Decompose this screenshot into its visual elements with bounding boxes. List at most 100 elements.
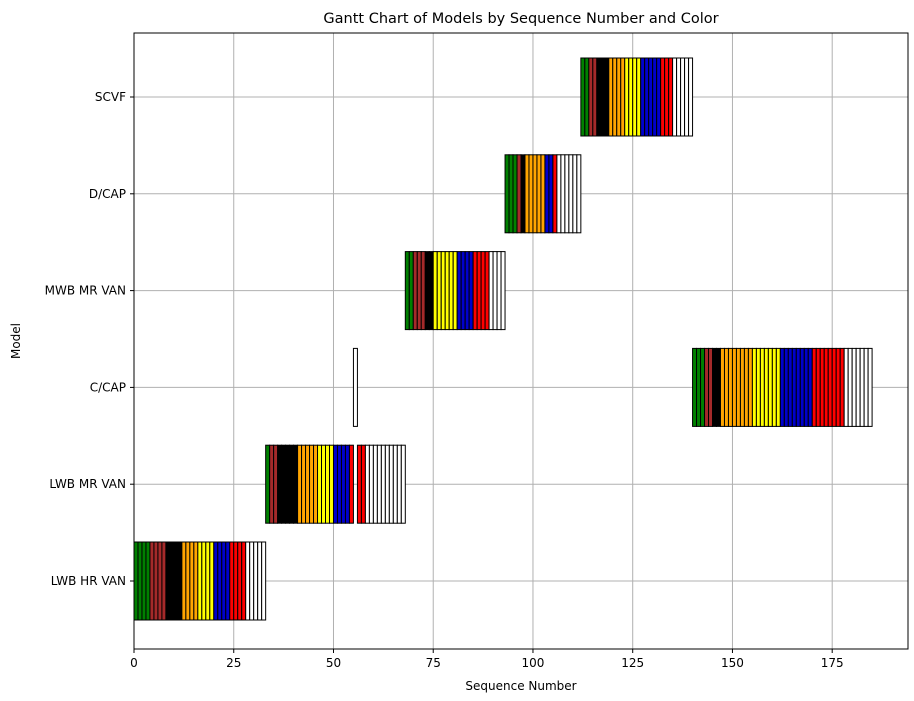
bar-segment bbox=[424, 251, 430, 331]
bar-segment bbox=[827, 347, 833, 427]
bar-segment bbox=[839, 347, 845, 427]
bar-segment bbox=[241, 541, 247, 621]
bar-segment bbox=[173, 541, 179, 621]
bar-segment bbox=[153, 541, 159, 621]
bar-segment bbox=[704, 347, 710, 427]
y-tick-label: LWB HR VAN bbox=[51, 574, 126, 588]
x-tick-label: 0 bbox=[130, 656, 138, 670]
bar-segment bbox=[364, 444, 370, 524]
bar-segment bbox=[372, 444, 378, 524]
bar-segment bbox=[512, 154, 518, 234]
bar-segment bbox=[285, 444, 291, 524]
bar-segment bbox=[177, 541, 183, 621]
y-tick-label: D/CAP bbox=[89, 187, 126, 201]
bar-segment bbox=[336, 444, 342, 524]
bar-segment bbox=[317, 444, 323, 524]
bar-segment bbox=[428, 251, 434, 331]
x-tick-label: 50 bbox=[326, 656, 341, 670]
bar-segment bbox=[863, 347, 869, 427]
bar-segment bbox=[656, 57, 662, 137]
bar-segment bbox=[213, 541, 219, 621]
bar-segment bbox=[532, 154, 538, 234]
bar-segment bbox=[727, 347, 733, 427]
bar-segment bbox=[289, 444, 295, 524]
x-axis-title: Sequence Number bbox=[465, 679, 576, 693]
bar-segment bbox=[181, 541, 187, 621]
bar-segment bbox=[237, 541, 243, 621]
bar-segment bbox=[201, 541, 207, 621]
bar-segment bbox=[628, 57, 634, 137]
bar-segment bbox=[568, 154, 574, 234]
bar-segment bbox=[596, 57, 602, 137]
bar-segment bbox=[185, 541, 191, 621]
bar-segment bbox=[504, 154, 510, 234]
bar-segment bbox=[867, 347, 873, 427]
bar-segment bbox=[731, 347, 737, 427]
bar-segment bbox=[233, 541, 239, 621]
bar-segment bbox=[831, 347, 837, 427]
bar-group-scvf bbox=[580, 57, 694, 137]
bar-segment bbox=[420, 251, 426, 331]
bar-segment bbox=[452, 251, 458, 331]
bar-group-lwb-mr-van bbox=[265, 444, 406, 524]
bar-segment bbox=[664, 57, 670, 137]
bar-segment bbox=[325, 444, 330, 524]
bar-segment bbox=[795, 347, 801, 427]
bar-segment bbox=[225, 541, 231, 621]
bar-segment bbox=[556, 154, 562, 234]
bar-segment bbox=[488, 251, 494, 331]
bar-segment bbox=[464, 251, 470, 331]
bar-segment bbox=[652, 57, 658, 137]
bar-segment bbox=[261, 541, 267, 621]
bar-segment bbox=[356, 444, 362, 524]
bar-segment bbox=[221, 541, 227, 621]
bar-segment bbox=[640, 57, 646, 137]
bar-segment bbox=[249, 541, 255, 621]
bar-segment bbox=[540, 154, 546, 234]
bar-segment bbox=[440, 251, 446, 331]
bar-segment bbox=[755, 347, 761, 427]
bar-segment bbox=[767, 347, 773, 427]
bar-segment bbox=[360, 444, 366, 524]
bar-segment bbox=[759, 347, 765, 427]
bar-segment bbox=[580, 57, 586, 137]
bar-segment bbox=[344, 444, 350, 524]
bar-segment bbox=[751, 347, 757, 427]
bar-segment bbox=[340, 444, 346, 524]
bar-segment bbox=[684, 57, 690, 137]
bar-segment bbox=[536, 154, 542, 234]
bar-segment bbox=[723, 347, 729, 427]
bar-segment bbox=[636, 57, 642, 137]
plot-frame bbox=[133, 32, 909, 650]
bar-segment bbox=[576, 154, 582, 234]
bar-segment bbox=[396, 444, 402, 524]
bar-segment bbox=[708, 347, 714, 427]
bar-segment bbox=[735, 347, 741, 427]
bar-segment bbox=[368, 444, 374, 524]
bar-segment bbox=[604, 57, 610, 137]
bar-segment bbox=[265, 444, 271, 524]
chart-title: Gantt Chart of Models by Sequence Number… bbox=[323, 11, 718, 27]
bar-segment bbox=[588, 57, 594, 137]
y-tick-label: SCVF bbox=[95, 90, 126, 104]
bar-segment bbox=[668, 57, 674, 137]
bar-segment bbox=[253, 541, 259, 621]
x-axis: 0 25 50 75 100 125 150 175 bbox=[130, 649, 844, 670]
bar-segment bbox=[847, 347, 853, 427]
bar-segment bbox=[811, 347, 817, 427]
bar-segment bbox=[672, 57, 678, 137]
bar-segment bbox=[293, 444, 299, 524]
bar-segment bbox=[624, 57, 630, 137]
y-tick-label: C/CAP bbox=[90, 380, 126, 394]
bar-segment bbox=[436, 251, 442, 331]
bar-segment bbox=[309, 444, 315, 524]
bar-segment bbox=[592, 57, 598, 137]
bar-segment bbox=[245, 541, 251, 621]
bar-segment bbox=[412, 251, 418, 331]
x-tick-label: 25 bbox=[226, 656, 241, 670]
bar-segment bbox=[460, 251, 466, 331]
bar-segment bbox=[803, 347, 809, 427]
bar-segment bbox=[779, 347, 785, 427]
bar-segment bbox=[456, 251, 462, 331]
